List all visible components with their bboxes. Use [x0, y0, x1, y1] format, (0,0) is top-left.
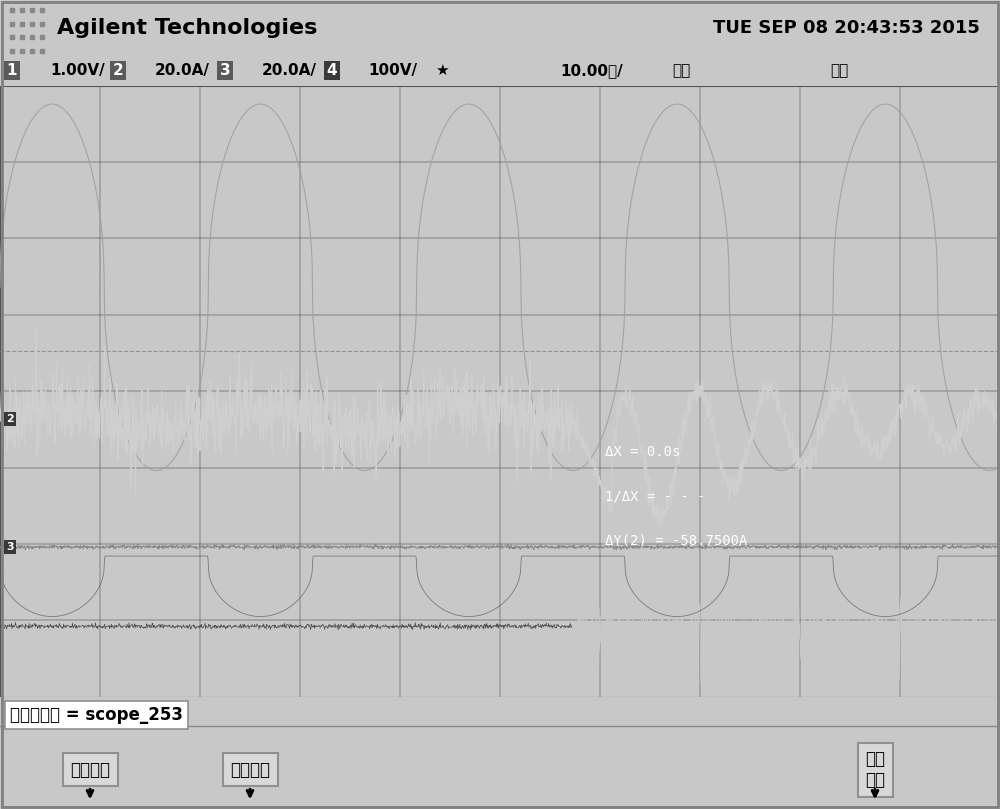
Text: ΔY(2) = -58.7500A: ΔY(2) = -58.7500A: [605, 533, 747, 547]
Text: 4: 4: [327, 63, 337, 78]
Text: 100V/: 100V/: [368, 63, 417, 78]
Text: 3: 3: [6, 542, 14, 552]
Text: 1.00V/: 1.00V/: [50, 63, 105, 78]
Text: 2: 2: [6, 413, 14, 424]
Text: ΔX = 0.0s: ΔX = 0.0s: [605, 445, 680, 460]
Text: 保存菜单: 保存菜单: [70, 760, 110, 778]
Text: 1/ΔX = - - -: 1/ΔX = - - -: [605, 489, 706, 503]
Text: 2: 2: [113, 63, 123, 78]
Text: Agilent Technologies: Agilent Technologies: [57, 18, 317, 37]
Text: 10.00㎡/: 10.00㎡/: [560, 63, 623, 78]
Text: 3: 3: [220, 63, 230, 78]
Text: TUE SEP 08 20:43:53 2015: TUE SEP 08 20:43:53 2015: [713, 19, 980, 36]
Text: 停止: 停止: [672, 63, 690, 78]
Text: 20.0A/: 20.0A/: [262, 63, 317, 78]
Text: 回调菜单: 回调菜单: [230, 760, 270, 778]
Text: 1: 1: [7, 63, 17, 78]
Text: 按下
保存: 按下 保存: [865, 750, 885, 789]
Text: 滚动: 滚动: [830, 63, 848, 78]
Text: 保存到文件 = scope_253: 保存到文件 = scope_253: [10, 705, 183, 723]
Text: ★: ★: [435, 63, 449, 78]
Text: 20.0A/: 20.0A/: [155, 63, 210, 78]
